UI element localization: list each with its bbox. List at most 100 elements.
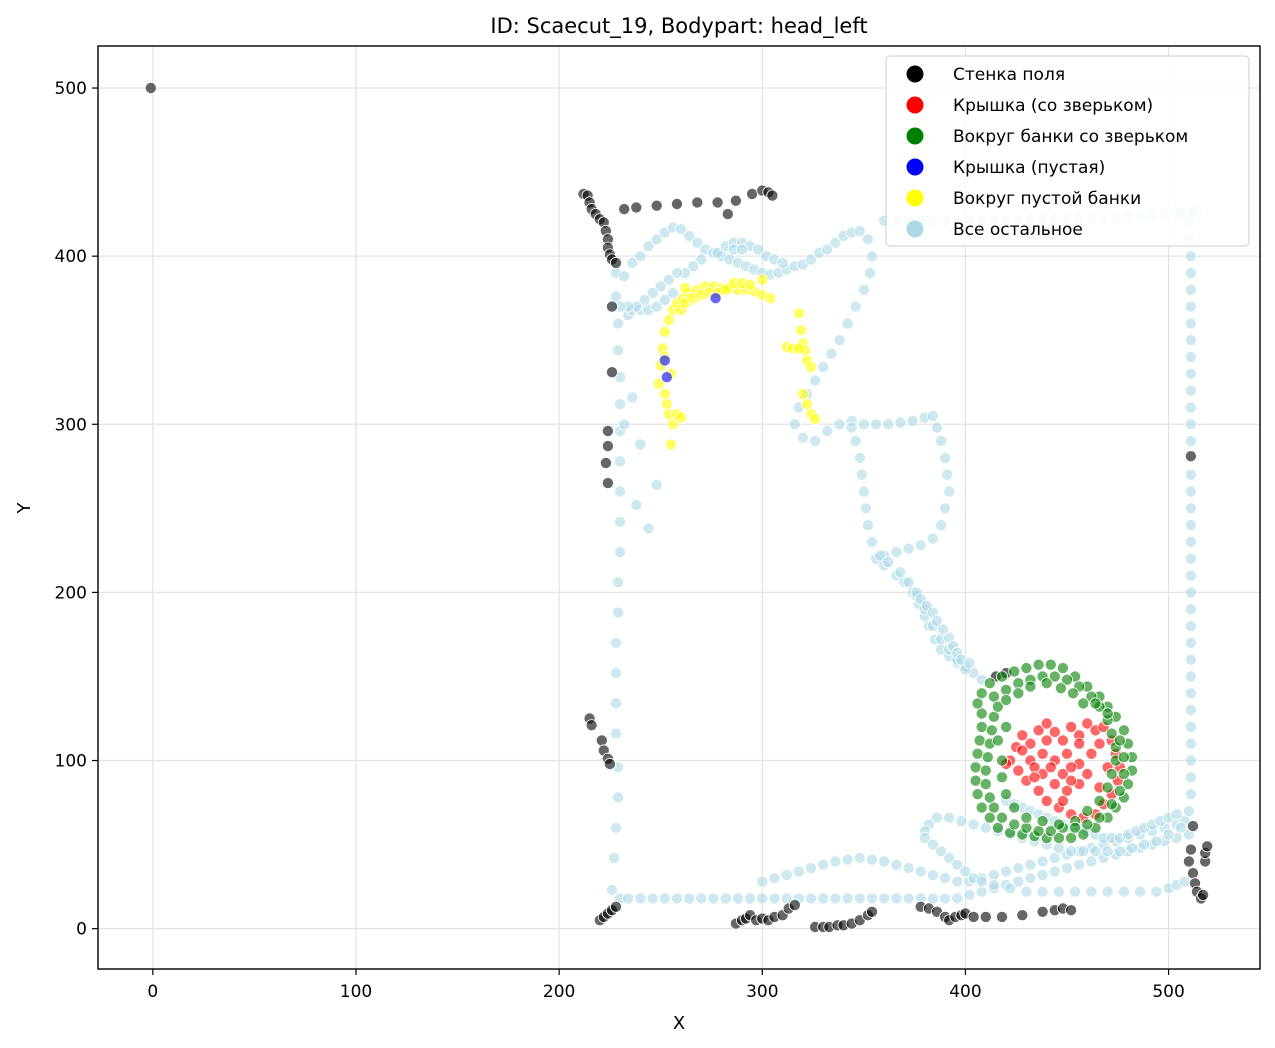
data-point	[1073, 737, 1086, 750]
data-point	[1184, 636, 1197, 649]
data-point	[809, 374, 822, 387]
data-point	[634, 438, 647, 451]
data-point	[931, 421, 944, 434]
data-point	[894, 416, 907, 429]
data-point	[1024, 858, 1037, 871]
data-point	[610, 727, 623, 740]
data-point	[1000, 683, 1013, 696]
data-point	[1020, 811, 1033, 824]
data-point	[866, 536, 879, 549]
data-point	[1065, 831, 1078, 844]
data-point	[650, 478, 663, 491]
data-point	[935, 435, 948, 448]
data-point	[987, 801, 1000, 814]
data-point	[841, 317, 854, 330]
data-point	[144, 82, 157, 95]
data-point	[752, 243, 765, 256]
data-point	[914, 865, 927, 878]
data-point	[1184, 670, 1197, 683]
data-point	[1056, 662, 1069, 675]
data-point	[658, 325, 671, 338]
data-point	[1187, 820, 1200, 833]
data-point	[937, 623, 950, 636]
data-point	[1077, 697, 1090, 710]
data-point	[979, 764, 992, 777]
data-point	[1184, 450, 1197, 463]
data-point	[882, 418, 895, 431]
data-point	[1056, 734, 1069, 747]
data-point	[1024, 737, 1037, 750]
data-point	[805, 361, 818, 374]
data-point	[766, 189, 779, 202]
data-point	[902, 542, 915, 555]
data-point	[1138, 838, 1151, 851]
data-point	[1012, 764, 1025, 777]
data-point	[658, 387, 671, 400]
y-tick-label: 400	[55, 247, 87, 267]
data-point	[646, 892, 659, 905]
data-point	[658, 892, 671, 905]
data-point	[1081, 818, 1094, 831]
data-point	[1036, 815, 1049, 828]
data-point	[861, 519, 874, 532]
data-point	[1093, 811, 1106, 824]
data-point	[1184, 653, 1197, 666]
data-point	[1048, 670, 1061, 683]
data-point	[618, 270, 631, 283]
data-point	[1117, 768, 1130, 781]
data-point	[792, 865, 805, 878]
data-point	[666, 418, 679, 431]
data-point	[817, 892, 830, 905]
data-point	[1184, 283, 1197, 296]
data-point	[1000, 865, 1013, 878]
data-point	[841, 892, 854, 905]
scatter-points	[144, 82, 1214, 934]
data-point	[882, 556, 895, 569]
data-point	[975, 875, 988, 888]
data-point	[1040, 717, 1053, 730]
data-point	[829, 236, 842, 249]
data-point	[652, 377, 665, 390]
data-point	[675, 411, 688, 424]
data-point	[1061, 784, 1074, 797]
data-point	[612, 344, 625, 357]
data-point	[599, 456, 612, 469]
data-point	[1184, 720, 1197, 733]
data-point	[1134, 885, 1147, 898]
x-tick-label: 200	[543, 982, 575, 1002]
data-point	[859, 502, 872, 515]
data-point	[975, 687, 988, 700]
data-point	[610, 256, 623, 269]
data-point	[612, 791, 625, 804]
data-point	[861, 233, 874, 246]
data-point	[612, 317, 625, 330]
data-point	[610, 667, 623, 680]
data-point	[614, 455, 627, 468]
data-point	[1065, 845, 1078, 858]
data-point	[687, 260, 700, 273]
data-point	[1105, 727, 1118, 740]
data-point	[853, 451, 866, 464]
y-tick-label: 100	[55, 752, 87, 772]
data-point	[1197, 889, 1210, 902]
data-point	[1036, 868, 1049, 881]
data-point	[996, 771, 1009, 784]
data-point	[1085, 855, 1098, 868]
data-point	[996, 811, 1009, 824]
data-point	[612, 576, 625, 589]
data-point	[1056, 794, 1069, 807]
data-point	[1184, 552, 1197, 565]
data-point	[866, 905, 879, 918]
data-point	[660, 398, 673, 411]
data-point	[1069, 821, 1082, 834]
data-point	[792, 342, 805, 355]
data-point	[601, 424, 614, 437]
data-point	[979, 778, 992, 791]
data-point	[1040, 734, 1053, 747]
data-point	[622, 892, 635, 905]
data-point	[939, 892, 952, 905]
data-point	[975, 707, 988, 720]
data-point	[1052, 818, 1065, 831]
data-point	[618, 418, 631, 431]
